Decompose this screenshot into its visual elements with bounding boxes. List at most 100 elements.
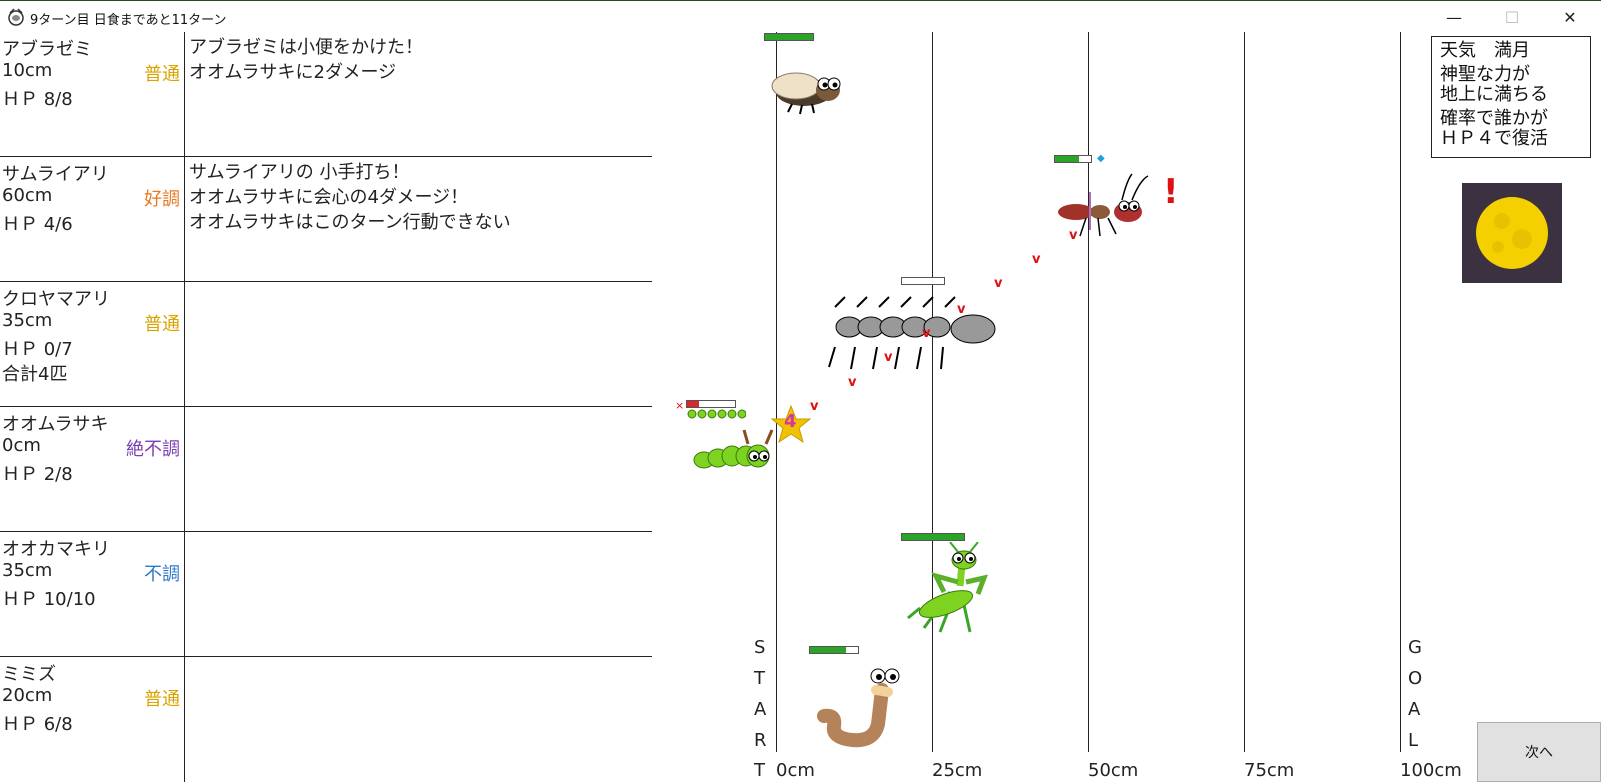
goal-letter: A [1408, 699, 1421, 720]
weather-effect-line: 神聖な力が [1440, 64, 1530, 85]
creature-name: アブラゼミ [2, 39, 92, 60]
track-line-50 [1088, 32, 1089, 752]
creature-condition: 絶不調 [126, 439, 180, 460]
creature-distance: 0cm [2, 435, 41, 456]
axis-label-50: 50cm [1088, 760, 1139, 781]
hit-marker: v [1069, 228, 1078, 243]
start-letter: R [754, 730, 767, 751]
creature-row-kuroyama-ant: クロヤマアリ 35cm 普通 ＨＰ 0/7 合計4匹 [0, 282, 652, 407]
axis-label-25: 25cm [932, 760, 983, 781]
hp-fill [765, 34, 813, 40]
creature-hp: ＨＰ 2/8 [2, 464, 73, 485]
creature-row-mantis: オオカマキリ 35cm 不調 ＨＰ 10/10 [0, 532, 652, 657]
creature-row-butterfly: オオムラサキ 0cm 絶不調 ＨＰ 2/8 [0, 407, 652, 532]
hp-fill [687, 401, 699, 407]
diamond-icon: ◆ [1097, 153, 1105, 164]
creature-condition: 普通 [144, 314, 180, 335]
status-x-icon: × [675, 399, 685, 412]
start-letter: A [754, 699, 767, 720]
hp-bar-kuroyama-ant [901, 277, 945, 285]
goal-letter: O [1408, 668, 1423, 689]
status-dots [687, 409, 746, 419]
status-panel: アブラゼミ 10cm 普通 ＨＰ 8/8 アブラゼミは小便をかけた！ オオムラサ… [0, 32, 652, 782]
track-line-25 [932, 32, 933, 752]
creature-hp: ＨＰ 10/10 [2, 589, 96, 610]
hit-marker: v [884, 350, 893, 365]
hp-fill [902, 534, 964, 540]
creature-condition: 不調 [144, 564, 180, 585]
creature-distance: 35cm [2, 310, 53, 331]
goal-letter: L [1408, 730, 1419, 751]
log-line: オオムラサキはこのターン行動できない [189, 212, 511, 233]
creature-distance: 10cm [2, 60, 53, 81]
kuroyama-ant-group-sprite [828, 296, 996, 370]
next-button[interactable]: 次へ [1477, 722, 1601, 782]
row-divider [184, 657, 185, 782]
race-track: S T A R T G O A L 0cm 25cm 50cm 75cm 100… [652, 32, 1601, 782]
hp-bar-worm [809, 646, 859, 654]
alert-mark: ! [1163, 172, 1179, 212]
creature-hp: ＨＰ 6/8 [2, 714, 73, 735]
creature-hp: ＨＰ 4/6 [2, 214, 73, 235]
creature-distance: 20cm [2, 685, 53, 706]
creature-condition: 普通 [144, 689, 180, 710]
creature-name: サムライアリ [2, 164, 109, 185]
track-line-75 [1244, 32, 1245, 752]
weather-label: 天気 満月 [1440, 40, 1530, 61]
creature-row-worm: ミミズ 20cm 普通 ＨＰ 6/8 [0, 657, 652, 782]
damage-number: 4 [784, 411, 797, 432]
hit-marker: v [1032, 252, 1041, 267]
creature-distance: 35cm [2, 560, 53, 581]
maximize-button[interactable]: ☐ [1504, 7, 1520, 27]
log-line: アブラゼミは小便をかけた！ [189, 37, 423, 58]
creature-count: 合計4匹 [2, 364, 68, 385]
axis-label-100: 100cm [1400, 760, 1462, 781]
damage-star-icon [770, 404, 812, 444]
axis-label-75: 75cm [1244, 760, 1295, 781]
start-letter: S [754, 637, 766, 658]
hp-bar-cicada [764, 33, 814, 41]
creature-hp: ＨＰ 8/8 [2, 89, 73, 110]
creature-name: ミミズ [2, 664, 56, 685]
creature-name: オオムラサキ [2, 414, 109, 435]
log-line: オオムラサキに2ダメージ [189, 62, 397, 83]
full-moon-icon [1462, 183, 1562, 283]
start-letter: T [754, 668, 765, 689]
hp-bar-mantis [901, 533, 965, 541]
row-divider [184, 282, 185, 406]
title-bar: 9ターン目 日食まであと11ターン — ☐ ✕ [0, 0, 1601, 33]
row-divider [184, 32, 185, 156]
axis-label-0: 0cm [776, 760, 815, 781]
log-line: サムライアリの 小手打ち！ [189, 162, 410, 183]
hit-marker: v [957, 302, 966, 317]
hit-marker: v [848, 375, 857, 390]
weather-effect-line: 地上に満ちる [1440, 84, 1548, 105]
creature-row-samurai-ant: サムライアリ 60cm 好調 ＨＰ 4/6 サムライアリの 小手打ち！ オオムラ… [0, 157, 652, 282]
creature-condition: 好調 [144, 189, 180, 210]
action-log: アブラゼミは小便をかけた！ オオムラサキに2ダメージ [189, 35, 423, 85]
weather-effect-line: ＨＰ４で復活 [1440, 128, 1548, 149]
action-log: サムライアリの 小手打ち！ オオムラサキに会心の4ダメージ！ オオムラサキはこの… [189, 160, 511, 235]
close-button[interactable]: ✕ [1563, 7, 1577, 27]
creature-name: オオカマキリ [2, 539, 110, 560]
hp-fill [1055, 156, 1080, 162]
creature-row-cicada: アブラゼミ 10cm 普通 ＨＰ 8/8 アブラゼミは小便をかけた！ オオムラサ… [0, 32, 652, 157]
mantis-sprite [907, 542, 988, 633]
row-divider [184, 407, 185, 531]
row-divider [184, 532, 185, 656]
creature-hp: ＨＰ 0/7 [2, 339, 73, 360]
goal-letter: G [1408, 637, 1422, 658]
app-icon [8, 8, 24, 26]
window-title: 9ターン目 日食まであと11ターン [30, 13, 227, 28]
earthworm-sprite [817, 668, 900, 748]
hit-marker: v [810, 399, 819, 414]
weather-effect-line: 確率で誰かが [1440, 108, 1548, 129]
caterpillar-sprite [693, 429, 774, 469]
minimize-button[interactable]: — [1446, 7, 1462, 27]
start-letter: T [754, 760, 765, 781]
weather-box: 天気 満月 神聖な力が 地上に満ちる 確率で誰かが ＨＰ４で復活 [1431, 36, 1591, 158]
log-line: オオムラサキに会心の4ダメージ！ [189, 187, 469, 208]
creature-name: クロヤマアリ [2, 289, 110, 310]
creature-condition: 普通 [144, 64, 180, 85]
creature-distance: 60cm [2, 185, 53, 206]
